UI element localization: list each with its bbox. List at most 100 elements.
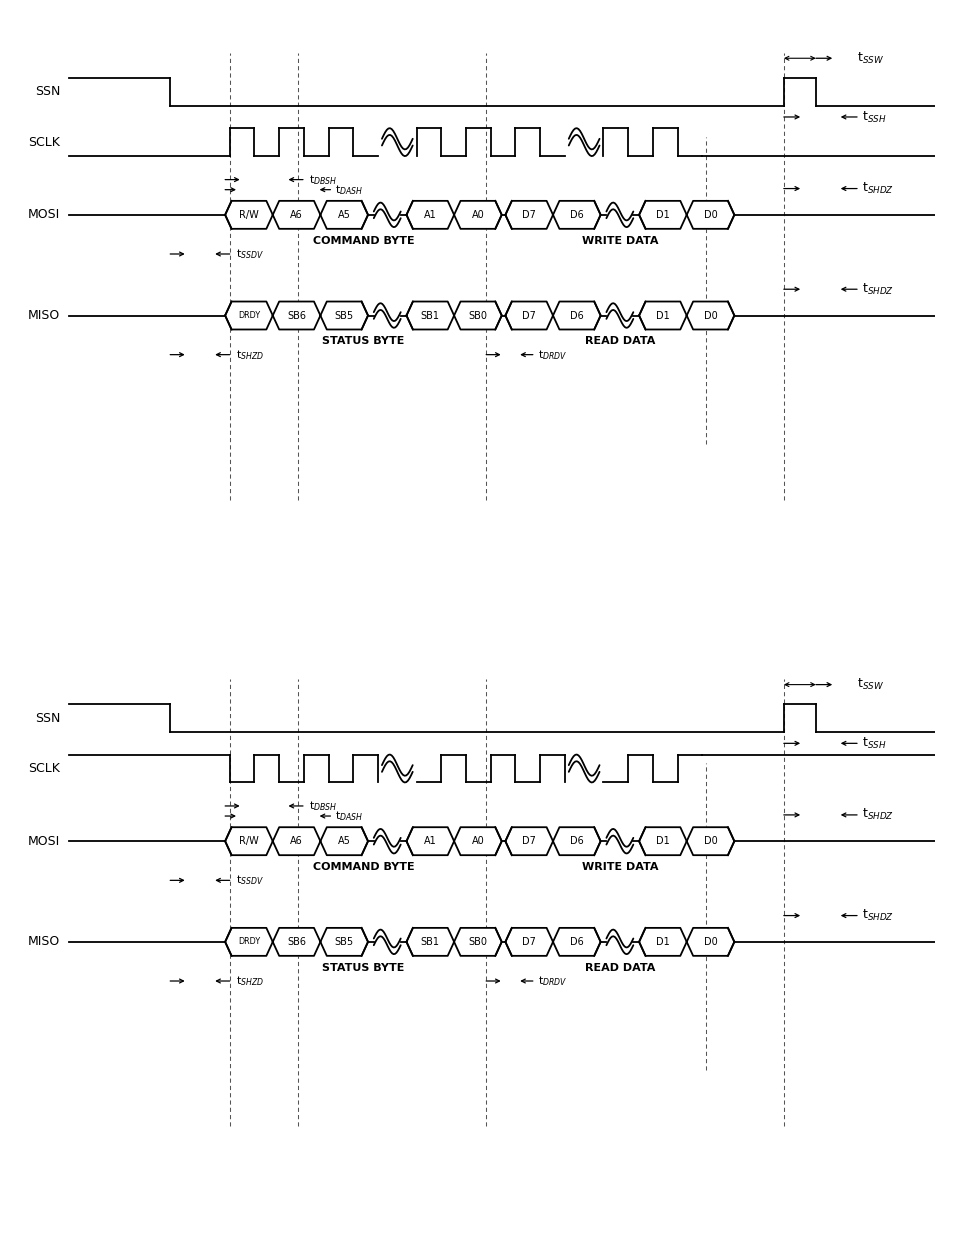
- Text: t$_{SHDZ}$: t$_{SHDZ}$: [861, 282, 893, 296]
- Text: R/W: R/W: [239, 210, 258, 220]
- Text: COMMAND BYTE: COMMAND BYTE: [313, 862, 414, 872]
- Polygon shape: [320, 827, 368, 855]
- Text: SB1: SB1: [420, 310, 439, 321]
- Polygon shape: [273, 301, 320, 330]
- Polygon shape: [454, 827, 501, 855]
- Polygon shape: [639, 301, 686, 330]
- Text: STATUS BYTE: STATUS BYTE: [322, 336, 404, 346]
- Polygon shape: [406, 301, 454, 330]
- Polygon shape: [639, 201, 686, 228]
- Polygon shape: [553, 827, 600, 855]
- Polygon shape: [273, 827, 320, 855]
- Polygon shape: [505, 301, 553, 330]
- Text: COMMAND BYTE: COMMAND BYTE: [313, 236, 414, 246]
- Polygon shape: [225, 201, 273, 228]
- Polygon shape: [454, 301, 501, 330]
- Text: t$_{SSDV}$: t$_{SSDV}$: [236, 873, 264, 887]
- Text: D1: D1: [656, 937, 669, 947]
- Text: t$_{SSW}$: t$_{SSW}$: [856, 51, 883, 65]
- Text: SSN: SSN: [35, 85, 60, 99]
- Text: D7: D7: [521, 937, 536, 947]
- Text: t$_{DASH}$: t$_{DASH}$: [335, 183, 363, 196]
- Polygon shape: [454, 201, 501, 228]
- Text: t$_{SHDZ}$: t$_{SHDZ}$: [861, 182, 893, 196]
- Polygon shape: [686, 827, 734, 855]
- Text: t$_{DASH}$: t$_{DASH}$: [335, 809, 363, 823]
- Polygon shape: [406, 201, 454, 228]
- Text: WRITE DATA: WRITE DATA: [581, 862, 658, 872]
- Polygon shape: [639, 927, 686, 956]
- Text: D7: D7: [521, 310, 536, 321]
- Text: SSN: SSN: [35, 711, 60, 725]
- Text: READ DATA: READ DATA: [584, 336, 655, 346]
- Polygon shape: [686, 927, 734, 956]
- Polygon shape: [553, 927, 600, 956]
- Text: A5: A5: [337, 836, 351, 846]
- Text: t$_{DRDV}$: t$_{DRDV}$: [537, 348, 567, 362]
- Polygon shape: [273, 927, 320, 956]
- Text: A6: A6: [290, 836, 303, 846]
- Text: t$_{SSW}$: t$_{SSW}$: [856, 677, 883, 692]
- Text: MOSI: MOSI: [28, 835, 60, 847]
- Polygon shape: [320, 201, 368, 228]
- Text: t$_{SSH}$: t$_{SSH}$: [861, 736, 885, 751]
- Text: D0: D0: [703, 310, 717, 321]
- Text: D6: D6: [569, 836, 583, 846]
- Text: READ DATA: READ DATA: [584, 962, 655, 972]
- Text: DRDY: DRDY: [237, 937, 260, 946]
- Text: A1: A1: [423, 836, 436, 846]
- Text: D6: D6: [569, 310, 583, 321]
- Text: A0: A0: [471, 836, 484, 846]
- Text: D0: D0: [703, 210, 717, 220]
- Polygon shape: [686, 201, 734, 228]
- Text: A0: A0: [471, 210, 484, 220]
- Text: MISO: MISO: [28, 309, 60, 322]
- Text: SB6: SB6: [287, 310, 306, 321]
- Text: SB1: SB1: [420, 937, 439, 947]
- Text: t$_{DBSH}$: t$_{DBSH}$: [309, 799, 337, 813]
- Text: SCLK: SCLK: [29, 136, 60, 148]
- Polygon shape: [225, 827, 273, 855]
- Polygon shape: [553, 201, 600, 228]
- Text: D7: D7: [521, 210, 536, 220]
- Polygon shape: [320, 927, 368, 956]
- Text: SB0: SB0: [468, 310, 487, 321]
- Polygon shape: [686, 301, 734, 330]
- Text: STATUS BYTE: STATUS BYTE: [322, 962, 404, 972]
- Text: SCLK: SCLK: [29, 762, 60, 776]
- Text: t$_{DBSH}$: t$_{DBSH}$: [309, 173, 337, 186]
- Text: A1: A1: [423, 210, 436, 220]
- Text: D0: D0: [703, 836, 717, 846]
- Text: MOSI: MOSI: [28, 209, 60, 221]
- Polygon shape: [553, 301, 600, 330]
- Polygon shape: [454, 927, 501, 956]
- Polygon shape: [225, 301, 273, 330]
- Text: D6: D6: [569, 210, 583, 220]
- Text: D1: D1: [656, 210, 669, 220]
- Text: D6: D6: [569, 937, 583, 947]
- Text: D0: D0: [703, 937, 717, 947]
- Text: R/W: R/W: [239, 836, 258, 846]
- Text: t$_{SSDV}$: t$_{SSDV}$: [236, 247, 264, 261]
- Text: SB0: SB0: [468, 937, 487, 947]
- Text: t$_{SHZD}$: t$_{SHZD}$: [236, 974, 264, 988]
- Text: A6: A6: [290, 210, 303, 220]
- Text: t$_{SHDZ}$: t$_{SHDZ}$: [861, 908, 893, 923]
- Text: D1: D1: [656, 836, 669, 846]
- Polygon shape: [225, 927, 273, 956]
- Text: t$_{SHZD}$: t$_{SHZD}$: [236, 348, 264, 362]
- Text: WRITE DATA: WRITE DATA: [581, 236, 658, 246]
- Text: t$_{DRDV}$: t$_{DRDV}$: [537, 974, 567, 988]
- Polygon shape: [406, 827, 454, 855]
- Text: SB5: SB5: [335, 937, 354, 947]
- Polygon shape: [273, 201, 320, 228]
- Polygon shape: [505, 201, 553, 228]
- Polygon shape: [505, 927, 553, 956]
- Polygon shape: [505, 827, 553, 855]
- Polygon shape: [406, 927, 454, 956]
- Text: DRDY: DRDY: [237, 311, 260, 320]
- Text: t$_{SHDZ}$: t$_{SHDZ}$: [861, 808, 893, 823]
- Text: D1: D1: [656, 310, 669, 321]
- Polygon shape: [639, 827, 686, 855]
- Text: MISO: MISO: [28, 935, 60, 948]
